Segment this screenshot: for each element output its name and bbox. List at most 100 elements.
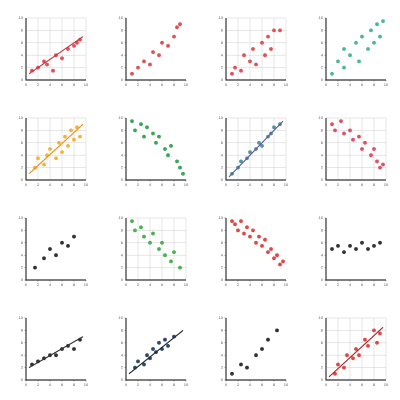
y-tick-label: 10 <box>319 15 324 20</box>
point <box>45 62 49 67</box>
y-tick-label: 2 <box>221 65 224 70</box>
point <box>372 40 376 45</box>
y-tick-label: 4 <box>121 352 124 357</box>
y-tick-label: 6 <box>221 240 224 245</box>
y-tick-label: 10 <box>319 315 324 320</box>
x-tick-label: 2 <box>337 282 340 287</box>
y-tick-label: 6 <box>21 240 24 245</box>
point <box>248 150 252 155</box>
point <box>163 337 167 342</box>
point <box>60 240 64 245</box>
x-tick-label: 2 <box>137 282 140 287</box>
y-tick-label: 8 <box>21 227 24 232</box>
y-tick-label: 2 <box>321 365 324 370</box>
point <box>275 253 279 258</box>
y-tick-label: 4 <box>321 252 324 257</box>
point <box>378 165 382 170</box>
point <box>142 362 146 367</box>
point <box>372 328 376 333</box>
point <box>166 153 170 158</box>
y-tick-label: 10 <box>119 315 124 320</box>
x-tick-label: 10 <box>284 82 289 87</box>
point <box>354 40 358 45</box>
point <box>175 159 179 164</box>
x-tick-label: 2 <box>337 182 340 187</box>
y-tick-label: 10 <box>19 115 24 120</box>
point <box>354 347 358 351</box>
x-tick-label: 0 <box>125 182 128 187</box>
point <box>248 234 252 239</box>
point <box>130 71 134 76</box>
x-tick-label: 2 <box>37 282 40 287</box>
y-tick-label: 6 <box>121 40 124 45</box>
point <box>72 347 76 351</box>
y-tick-label: 4 <box>321 352 324 357</box>
y-tick-label: 8 <box>221 27 224 32</box>
y-tick-label: 2 <box>21 165 24 170</box>
point <box>272 256 276 261</box>
point <box>242 231 246 236</box>
y-tick-label: 0 <box>121 177 124 182</box>
point <box>263 53 267 58</box>
point <box>151 50 155 54</box>
y-tick-label: 10 <box>119 15 124 20</box>
y-tick-label: 4 <box>21 152 24 157</box>
point <box>263 237 267 242</box>
y-tick-label: 4 <box>221 352 224 357</box>
point <box>375 159 379 164</box>
point <box>281 259 285 264</box>
point <box>245 365 249 370</box>
x-tick-label: 6 <box>261 182 264 187</box>
x-tick-label: 8 <box>373 82 376 87</box>
point <box>254 62 258 67</box>
point <box>151 131 155 136</box>
y-tick-label: 0 <box>321 377 324 382</box>
axis <box>25 318 86 381</box>
y-tick-label: 4 <box>21 352 24 357</box>
x-tick-label: 8 <box>273 282 276 287</box>
x-tick-label: 10 <box>284 182 289 187</box>
point <box>381 162 385 167</box>
point <box>139 122 143 127</box>
x-tick-label: 4 <box>349 282 352 287</box>
y-tick-label: 8 <box>121 27 124 32</box>
point <box>357 59 361 64</box>
point <box>366 47 370 51</box>
point <box>230 219 234 224</box>
point <box>360 147 364 151</box>
point <box>148 62 152 67</box>
x-tick-label: 8 <box>373 382 376 387</box>
axis <box>325 218 386 281</box>
point <box>330 71 334 76</box>
point <box>330 247 334 251</box>
y-tick-label: 6 <box>221 140 224 145</box>
axis <box>225 118 286 181</box>
x-tick-label: 0 <box>225 82 228 87</box>
x-tick-label: 10 <box>84 82 89 87</box>
point <box>230 371 234 376</box>
point <box>375 22 379 27</box>
point <box>51 68 55 73</box>
x-tick-label: 0 <box>325 182 328 187</box>
point <box>169 259 173 264</box>
y-tick-label: 0 <box>21 277 24 282</box>
x-tick-label: 6 <box>161 182 164 187</box>
y-tick-label: 6 <box>21 140 24 145</box>
x-tick-label: 2 <box>337 82 340 87</box>
x-tick-label: 2 <box>237 82 240 87</box>
y-tick-label: 8 <box>221 327 224 332</box>
point <box>60 56 64 61</box>
point <box>366 247 370 251</box>
y-tick-label: 8 <box>321 327 324 332</box>
x-tick-label: 0 <box>225 382 228 387</box>
y-tick-label: 0 <box>221 377 224 382</box>
x-tick-label: 10 <box>184 282 189 287</box>
point <box>54 253 58 258</box>
y-tick-label: 10 <box>19 15 24 20</box>
point <box>266 250 270 255</box>
point <box>354 247 358 251</box>
x-tick-label: 8 <box>173 382 176 387</box>
point <box>142 234 146 239</box>
point <box>178 22 182 27</box>
